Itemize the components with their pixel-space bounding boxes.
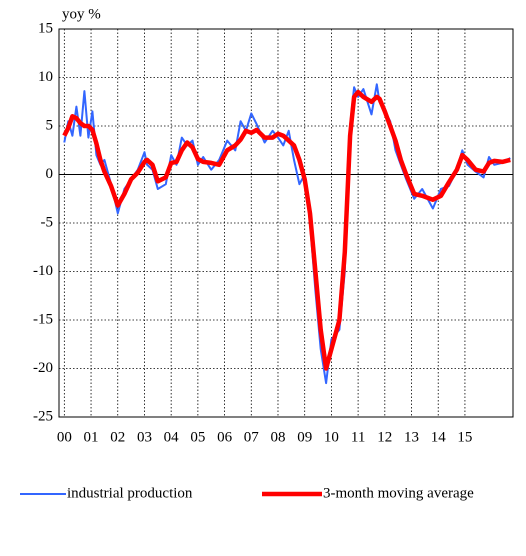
- y-tick-label: -15: [33, 311, 53, 327]
- legend-label: 3-month moving average: [323, 485, 474, 501]
- y-tick-label: -20: [33, 360, 53, 376]
- x-tick-label: 02: [110, 429, 125, 445]
- x-tick-label: 05: [190, 429, 205, 445]
- y-tick-label: 0: [46, 166, 54, 182]
- y-axis-label: yoy %: [62, 6, 101, 22]
- x-tick-label: 07: [244, 429, 260, 445]
- x-tick-label: 15: [457, 429, 472, 445]
- y-tick-label: -5: [41, 214, 54, 230]
- x-tick-label: 01: [84, 429, 99, 445]
- x-tick-label: 14: [431, 429, 447, 445]
- y-tick-label: 5: [46, 117, 54, 133]
- x-tick-label: 04: [164, 429, 180, 445]
- x-tick-label: 08: [270, 429, 285, 445]
- y-tick-label: 15: [38, 20, 53, 36]
- y-tick-label: -25: [33, 408, 53, 424]
- x-tick-label: 11: [351, 429, 365, 445]
- x-tick-label: 06: [217, 429, 233, 445]
- y-tick-label: 10: [38, 69, 53, 85]
- series-line: [62, 89, 511, 371]
- x-tick-label: 12: [377, 429, 392, 445]
- x-tick-label: 10: [324, 429, 339, 445]
- x-tick-label: 13: [404, 429, 419, 445]
- x-tick-label: 03: [137, 429, 152, 445]
- x-tick-label: 09: [297, 429, 312, 445]
- series-line: [63, 83, 511, 385]
- x-tick-label: 00: [57, 429, 72, 445]
- legend-label: industrial production: [67, 485, 193, 501]
- y-tick-label: -10: [33, 263, 53, 279]
- plot-border: [58, 28, 514, 418]
